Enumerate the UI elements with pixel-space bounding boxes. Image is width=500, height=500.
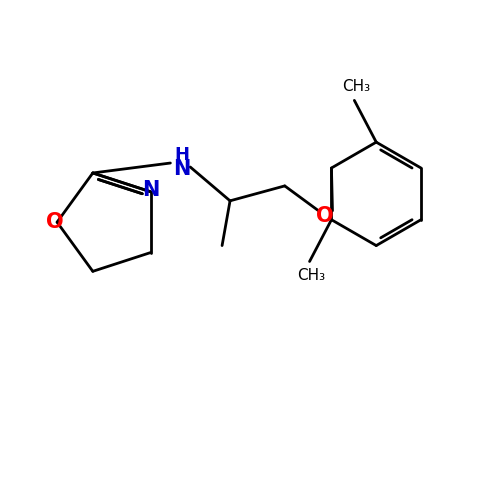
Text: N: N xyxy=(174,159,191,179)
Text: CH₃: CH₃ xyxy=(342,79,370,94)
Text: CH₃: CH₃ xyxy=(298,268,326,283)
Text: H: H xyxy=(175,146,190,164)
Text: N: N xyxy=(142,180,160,200)
Text: O: O xyxy=(46,212,64,232)
Text: O: O xyxy=(316,206,334,226)
